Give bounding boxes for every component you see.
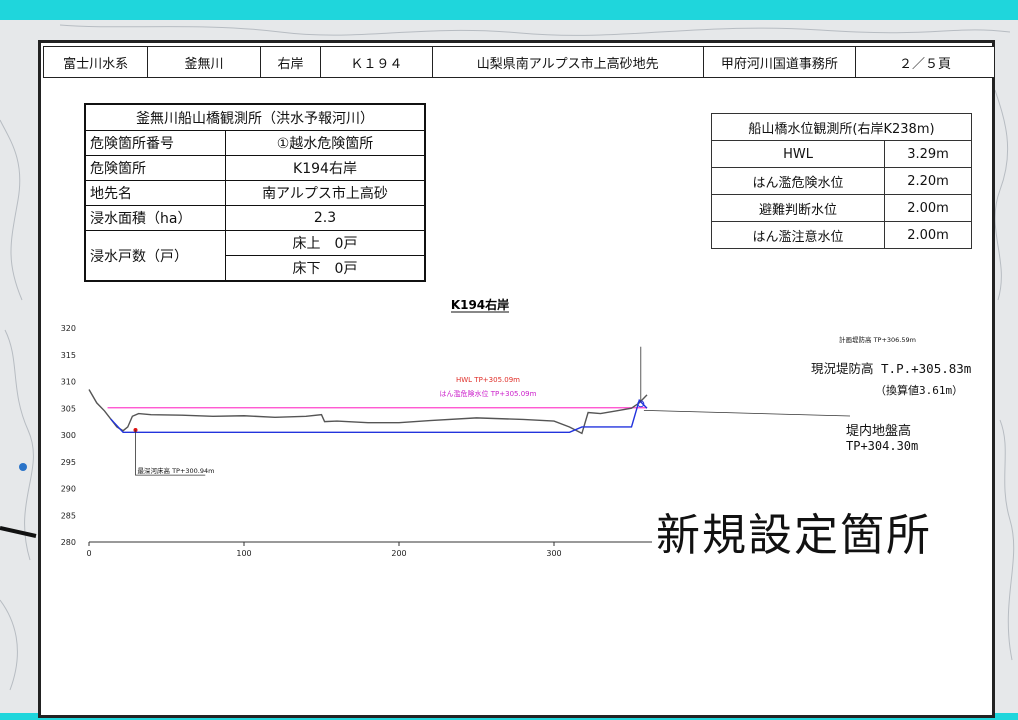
y-tick-label: 320 — [61, 324, 76, 333]
water-level-value: 3.29m — [884, 140, 972, 168]
inland-ground-value: TP+304.30m — [846, 439, 918, 453]
y-tick-label: 305 — [61, 404, 76, 413]
y-tick-label: 300 — [61, 431, 76, 440]
x-tick-label: 200 — [391, 549, 406, 558]
chart-title: K194右岸 — [451, 297, 509, 312]
water-level-line-label: HWL TP+305.09m — [456, 376, 520, 384]
water-level-table-title: 船山橋水位観測所(右岸K238m) — [711, 113, 972, 141]
water-level-label: はん濫注意水位 — [711, 221, 885, 249]
deepest-bed-leader — [135, 429, 206, 476]
header-office: 甲府河川国道事務所 — [704, 47, 856, 77]
inland-ground-leader — [643, 409, 851, 417]
info-houses-below: 床下 0戸 — [225, 255, 426, 282]
y-tick-label: 310 — [61, 378, 76, 387]
design-section-line — [110, 398, 648, 434]
y-tick-label: 295 — [61, 458, 76, 467]
header-km: Ｋ１９４ — [321, 47, 433, 77]
info-row-value: K194右岸 — [225, 155, 426, 181]
header-page: ２／５頁 — [898, 56, 951, 72]
danger-point-info-table: 釜無川船山橋観測所（洪水予報河川） 危険箇所番号 ①越水危険箇所 危険箇所 K1… — [84, 103, 426, 282]
cross-section-chart: K194右岸 280 285 290 295 300 305 310 315 320 0 100 20… — [61, 297, 972, 558]
header-location: 山梨県南アルプス市上高砂地先 — [433, 47, 704, 77]
y-tick-label: 280 — [61, 538, 76, 547]
water-level-table: 船山橋水位観測所(右岸K238m) HWL 3.29m はん濫危険水位 2.20… — [711, 113, 972, 249]
x-tick-label: 100 — [236, 549, 251, 558]
x-tick-label: 0 — [86, 549, 91, 558]
deepest-bed-label: 最深河床高 TP+300.94m — [138, 466, 215, 475]
water-level-value: 2.00m — [884, 221, 972, 249]
converted-value-label: （換算値3.61m） — [875, 383, 963, 397]
y-tick-label: 290 — [61, 485, 76, 494]
info-houses-label: 浸水戸数（戸） — [84, 230, 226, 282]
info-row-value: 2.3 — [225, 205, 426, 231]
info-row-label: 危険箇所 — [84, 155, 226, 181]
current-levee-label: 現況堤防高 T.P.+305.83m — [811, 361, 971, 376]
inland-ground-label: 堤内地盤高 — [846, 423, 911, 439]
y-tick-label: 315 — [61, 351, 76, 360]
header-river: 釜無川 — [148, 47, 261, 77]
info-row-label: 危険箇所番号 — [84, 130, 226, 156]
info-row-value: ①越水危険箇所 — [225, 130, 426, 156]
x-tick-label: 300 — [546, 549, 561, 558]
water-level-value: 2.00m — [884, 194, 972, 222]
top-border-band — [0, 0, 1018, 20]
header-bank: 右岸 — [261, 47, 322, 77]
info-houses-above: 床上 0戸 — [225, 230, 426, 256]
water-level-line-label: はん濫危険水位 TP+305.09m — [440, 389, 537, 398]
header-river-system: 富士川水系 — [44, 47, 149, 77]
ground-profile-line — [88, 389, 648, 435]
water-level-label: はん濫危険水位 — [711, 167, 885, 195]
header-bar: 富士川水系 釜無川 右岸 Ｋ１９４ 山梨県南アルプス市上高砂地先 甲府河川国道事… — [43, 46, 995, 78]
info-row-label: 地先名 — [84, 180, 226, 206]
y-tick-label: 285 — [61, 511, 76, 520]
info-row-label: 浸水面積（ha） — [84, 205, 226, 231]
water-level-label: 避難判断水位 — [711, 194, 885, 222]
water-level-label: HWL — [711, 140, 885, 168]
planned-levee-label: 計画堤防高 TP+306.59m — [839, 335, 916, 344]
info-table-title: 釜無川船山橋観測所（洪水予報河川） — [84, 103, 426, 131]
info-row-value: 南アルプス市上高砂 — [225, 180, 426, 206]
new-location-label: 新規設定箇所 — [652, 499, 936, 563]
water-level-value: 2.20m — [884, 167, 972, 195]
